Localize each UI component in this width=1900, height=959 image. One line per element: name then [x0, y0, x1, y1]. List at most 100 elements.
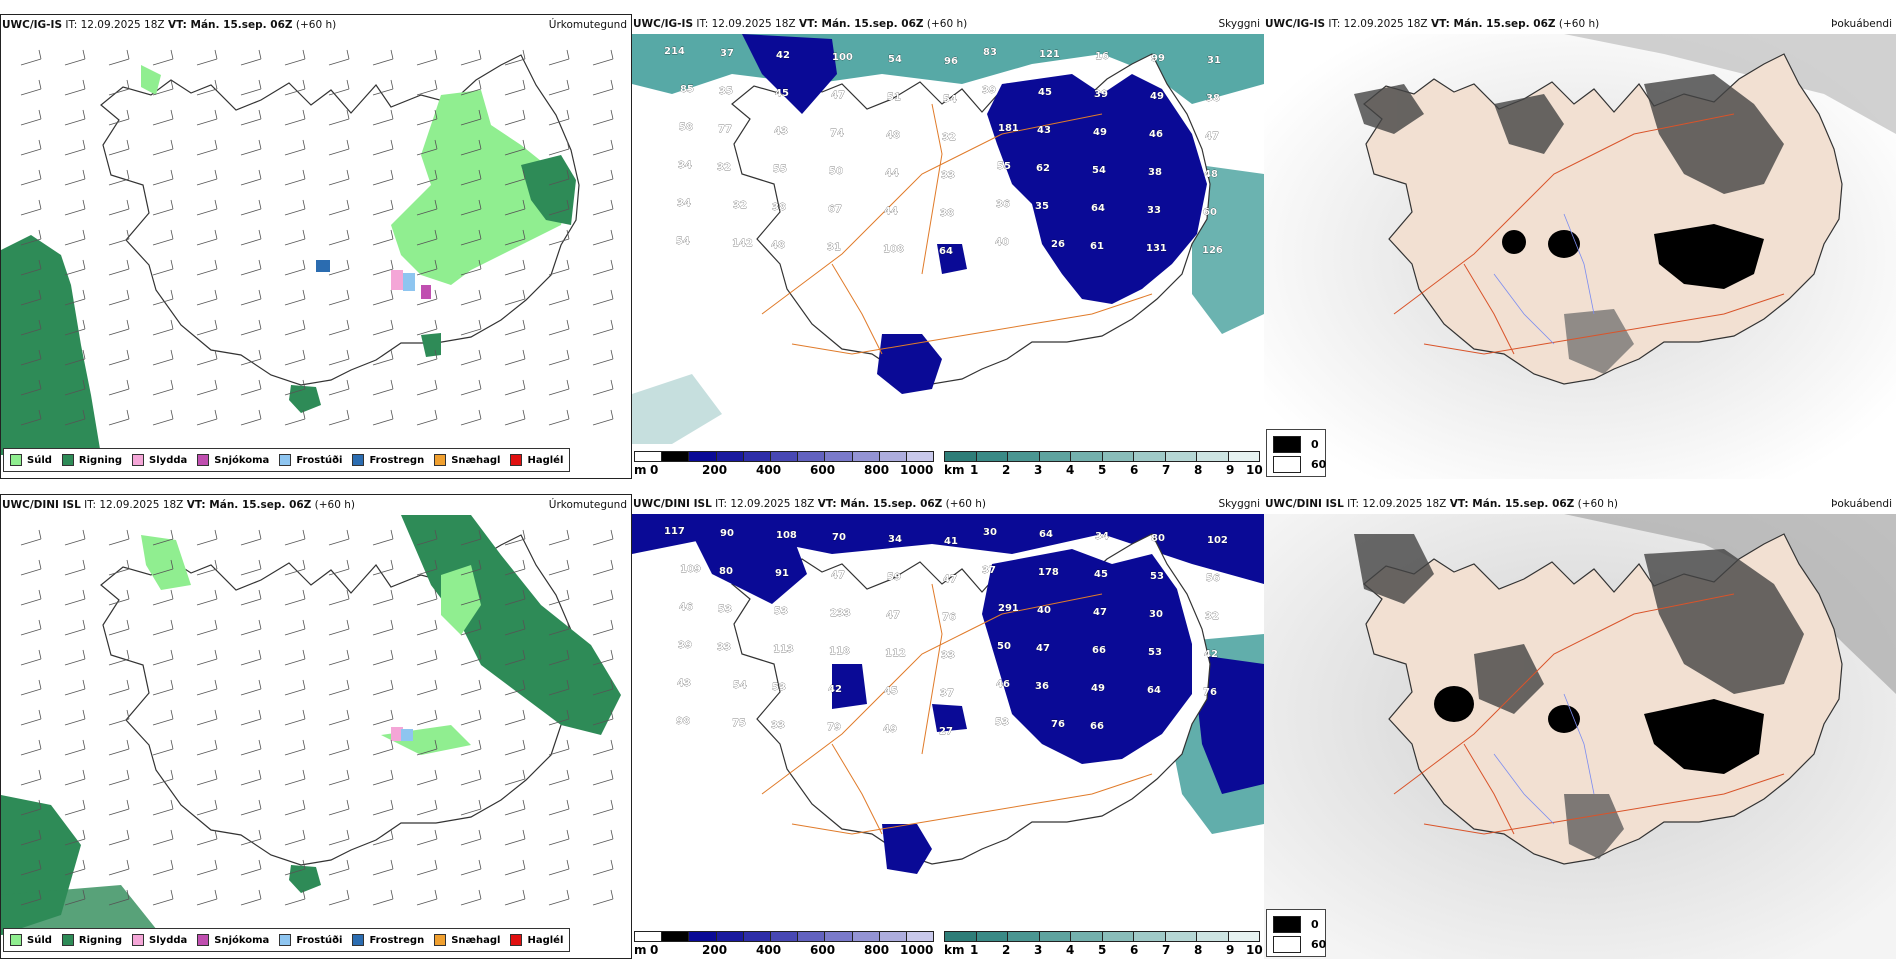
rivers [1493, 213, 1595, 345]
cloud-base-areas [742, 34, 1207, 394]
wind-barb [240, 79, 262, 96]
cloud-base-value: 80 [719, 566, 733, 577]
wind-barb [196, 619, 218, 636]
cloud-base-areas [692, 534, 1192, 874]
wind-barb [372, 349, 394, 366]
wind-barb [152, 739, 174, 756]
wind-barb [460, 889, 482, 906]
wind-barb [460, 259, 482, 276]
wind-barb [592, 49, 614, 66]
wind-barb [328, 289, 350, 306]
wind-barb [196, 229, 218, 246]
wind-barb [196, 769, 218, 786]
wind-barb [460, 829, 482, 846]
wind-barb [108, 679, 130, 696]
road-network [761, 583, 1153, 835]
wind-barb [64, 589, 86, 606]
colorbar-segment [879, 452, 907, 461]
cloud-base-value: 54 [676, 236, 690, 247]
cloud-base-value: 53 [774, 606, 788, 617]
cloud-base-value: 108 [776, 530, 797, 541]
wind-barb [196, 49, 218, 66]
wind-barb [592, 169, 614, 186]
colorbar-segment [635, 452, 663, 461]
wind-barb [152, 829, 174, 846]
wind-barb [592, 769, 614, 786]
rain-areas [289, 155, 576, 413]
wind-barb [504, 319, 526, 336]
wind-barb [240, 859, 262, 876]
wind-barb [20, 619, 42, 636]
cloud-base-value: 38 [940, 208, 954, 219]
wind-barb [240, 739, 262, 756]
colorbar-segment [743, 932, 771, 941]
fog-legend: 0 60 [1266, 909, 1326, 957]
cloud-base-value: 40 [1037, 605, 1051, 616]
wind-barb [152, 769, 174, 786]
wind-barb [548, 409, 570, 426]
wind-barb [108, 49, 130, 66]
panel-title: UWC/IG-IS IT: 12.09.2025 18Z VT: Mán. 15… [1265, 18, 1600, 30]
cloud-base-value: 46 [679, 602, 693, 613]
cloud-base-value: 96 [944, 56, 958, 67]
wind-barb [284, 349, 306, 366]
road-network [761, 103, 1153, 355]
cloud-base-value: 33 [771, 720, 785, 731]
wind-barb [108, 769, 130, 786]
wind-barb [240, 799, 262, 816]
wind-barb [240, 589, 262, 606]
cloud-base-value: 131 [1146, 243, 1167, 254]
colorbar-segment [1071, 932, 1103, 941]
cloud-base-colorbar: m 0 200 400 600 800 1000 [634, 931, 934, 957]
wind-barb [20, 199, 42, 216]
wind-barb [460, 79, 482, 96]
wind-barb [460, 199, 482, 216]
colorbar-segment [906, 932, 934, 941]
cloud-base-value: 117 [664, 526, 685, 537]
wind-barb [108, 229, 130, 246]
cloud-base-value: 53 [1150, 571, 1164, 582]
wind-barb [372, 769, 394, 786]
legend-item: Slydda [132, 454, 187, 466]
wind-barb [416, 139, 438, 156]
legend-item: Slydda [132, 934, 187, 946]
wind-barb [108, 199, 130, 216]
cloud-base-value: 34 [678, 160, 692, 171]
wind-barb [504, 109, 526, 126]
wind-barb [152, 139, 174, 156]
wind-barb [240, 889, 262, 906]
wind-barb [592, 559, 614, 576]
cloud-base-value: 59 [887, 572, 901, 583]
cloud-base-area-sea [632, 514, 1264, 584]
cloud-base-value: 32 [733, 200, 747, 211]
wind-barb [504, 229, 526, 246]
wind-barb [64, 379, 86, 396]
cloud-base-value: 77 [718, 124, 732, 135]
wind-barb [108, 529, 130, 546]
wind-barb [64, 79, 86, 96]
colorbar-segment [689, 452, 717, 461]
wind-barb [240, 169, 262, 186]
wind-barb [196, 529, 218, 546]
wind-barb [64, 49, 86, 66]
wind-barb [64, 139, 86, 156]
wind-barb [240, 559, 262, 576]
wind-barb [548, 349, 570, 366]
cloud-base-value: 76 [1203, 687, 1217, 698]
wind-barb [460, 139, 482, 156]
wind-barb [20, 139, 42, 156]
wind-barb [240, 829, 262, 846]
wind-barb [328, 589, 350, 606]
wind-barb [460, 529, 482, 546]
wind-barb [196, 79, 218, 96]
wind-barb [328, 379, 350, 396]
wind-barb [20, 79, 42, 96]
legend-item: Súld [10, 454, 52, 466]
road-network [1393, 113, 1785, 355]
cloud-base-value: 121 [1039, 49, 1060, 60]
cloud-base-value: 80 [1151, 533, 1165, 544]
wind-barb [240, 529, 262, 546]
cloud-base-value: 142 [732, 238, 753, 249]
wind-barb [504, 679, 526, 696]
wind-barb [592, 379, 614, 396]
